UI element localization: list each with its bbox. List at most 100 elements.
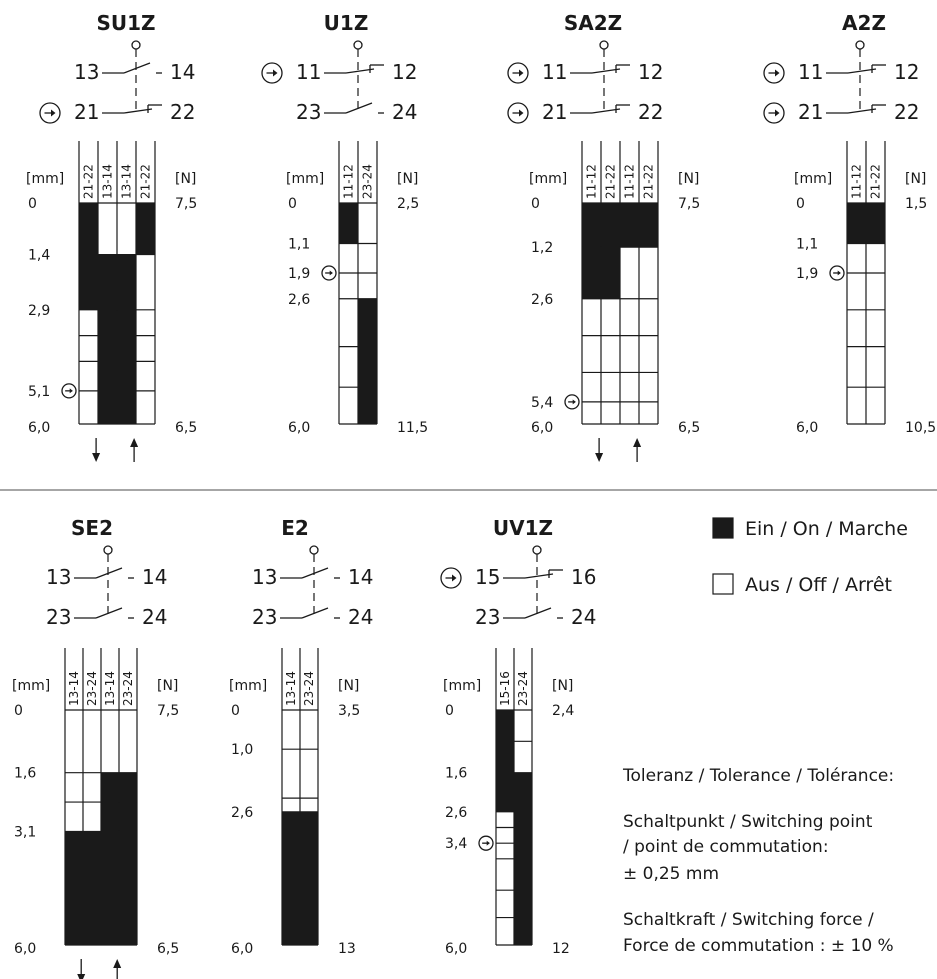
column-header-11-12: 11-12	[850, 164, 864, 199]
switching-point-tolerance: ± 0,25 mm	[623, 864, 719, 884]
on-state-bar	[300, 811, 318, 945]
on-state-bar	[866, 203, 885, 244]
contact-11-12: 11 12	[261, 60, 417, 84]
force-end-label: 11,5	[397, 420, 428, 436]
diagram-title: UV1Z	[493, 516, 553, 540]
force-start-label: 7,5	[157, 703, 179, 719]
diagram-se2: SE2 13 14 23 24 13-14 23-24 13-14 23-24 [mm] [N] 0 1…	[12, 516, 179, 979]
legend-on-swatch	[712, 517, 734, 539]
column-header-13-14: 13-14	[101, 164, 115, 199]
column-header-15-16: 15-16	[498, 671, 512, 706]
column-header-23-24: 23-24	[516, 671, 530, 706]
switching-force-label: Schaltkraft / Switching force /	[623, 910, 874, 930]
force-end-label: 13	[338, 941, 356, 957]
force-unit-label: [N]	[175, 171, 196, 187]
contact-terminal-right: 14	[348, 565, 373, 589]
actuation-down-arrow	[92, 438, 101, 462]
travel-label: 5,1	[28, 384, 50, 400]
travel-label: 1,1	[796, 237, 818, 253]
switching-point-label-fr: / point de commutation:	[623, 837, 829, 857]
on-state-bar	[847, 203, 866, 244]
actuator-icon	[599, 40, 609, 50]
contact-terminal-right: 12	[392, 60, 417, 84]
on-state-bar	[65, 831, 83, 945]
mm-unit-label: [mm]	[229, 678, 267, 694]
tolerance-notes: Toleranz / Tolerance / Tolérance: Schalt…	[622, 766, 894, 956]
force-start-label: 3,5	[338, 703, 360, 719]
diagram-title: E2	[281, 516, 309, 540]
travel-label: 0	[796, 196, 805, 212]
contact-terminal-right: 24	[348, 605, 373, 629]
mm-unit-label: [mm]	[794, 171, 832, 187]
contact-terminal-right: 22	[894, 100, 919, 124]
travel-label: 6,0	[445, 941, 467, 957]
switching-point-icon	[564, 394, 580, 410]
column-header-11-12: 11-12	[585, 164, 599, 199]
contact-terminal-right: 24	[392, 100, 417, 124]
travel-label: 0	[531, 196, 540, 212]
contact-terminal-left: 11	[296, 60, 321, 84]
direct-opening-icon	[440, 567, 462, 589]
force-unit-label: [N]	[397, 171, 418, 187]
column-header-13-14: 13-14	[103, 671, 117, 706]
legend-on-label: Ein / On / Marche	[745, 518, 908, 540]
contact-23-24: 23 24	[296, 100, 417, 124]
travel-label: 0	[445, 703, 454, 719]
diagram-title: SE2	[71, 516, 113, 540]
force-unit-label: [N]	[905, 171, 926, 187]
switching-force-tolerance: Force de commutation : ± 10 %	[623, 936, 894, 956]
mm-unit-label: [mm]	[443, 678, 481, 694]
contact-terminal-left: 11	[542, 60, 567, 84]
column-header-23-24: 23-24	[361, 164, 375, 199]
force-start-label: 2,4	[552, 703, 574, 719]
travel-label: 6,0	[288, 420, 310, 436]
travel-label: 1,2	[531, 240, 553, 256]
actuator-icon	[309, 545, 319, 555]
mm-unit-label: [mm]	[12, 678, 50, 694]
switching-point-icon	[61, 383, 77, 399]
legend: Ein / On / Marche Aus / Off / Arrêt	[712, 517, 908, 596]
contact-21-22: 21 22	[39, 100, 195, 124]
travel-label: 1,9	[796, 266, 818, 282]
contact-terminal-right: 22	[170, 100, 195, 124]
release-up-arrow	[113, 959, 122, 979]
travel-label: 1,1	[288, 237, 310, 253]
actuator-icon	[103, 545, 113, 555]
force-end-label: 10,5	[905, 420, 936, 436]
contact-terminal-right: 14	[142, 565, 167, 589]
travel-label: 2,6	[445, 805, 467, 821]
contact-11-12: 11 12	[507, 60, 663, 84]
contact-terminal-left: 23	[296, 100, 321, 124]
diagram-title: A2Z	[842, 11, 886, 35]
travel-label: 5,4	[531, 395, 553, 411]
travel-label: 3,1	[14, 824, 36, 840]
force-start-label: 7,5	[175, 196, 197, 212]
force-unit-label: [N]	[552, 678, 573, 694]
contact-terminal-left: 13	[46, 565, 71, 589]
force-unit-label: [N]	[678, 171, 699, 187]
travel-label: 6,0	[28, 420, 50, 436]
travel-label: 6,0	[231, 941, 253, 957]
travel-label: 0	[231, 703, 240, 719]
switching-point-icon	[321, 265, 337, 281]
actuator-icon	[353, 40, 363, 50]
column-header-13-14: 13-14	[67, 671, 81, 706]
force-start-label: 2,5	[397, 196, 419, 212]
diagram-title: SU1Z	[96, 11, 155, 35]
on-state-bar	[83, 831, 101, 945]
contact-21-22: 21 22	[763, 100, 919, 124]
actuation-down-arrow	[595, 438, 604, 462]
travel-label: 1,9	[288, 266, 310, 282]
direct-opening-icon	[261, 62, 283, 84]
travel-label: 1,6	[14, 766, 36, 782]
column-header-11-12: 11-12	[623, 164, 637, 199]
switching-point-icon	[478, 835, 494, 851]
diagram-title: SA2Z	[564, 11, 622, 35]
travel-label: 2,9	[28, 303, 50, 319]
contact-13-14: 13 14	[46, 565, 167, 589]
travel-label: 6,0	[14, 941, 36, 957]
travel-label: 0	[28, 196, 37, 212]
force-end-label: 6,5	[157, 941, 179, 957]
direct-opening-icon	[763, 62, 785, 84]
mm-unit-label: [mm]	[529, 171, 567, 187]
